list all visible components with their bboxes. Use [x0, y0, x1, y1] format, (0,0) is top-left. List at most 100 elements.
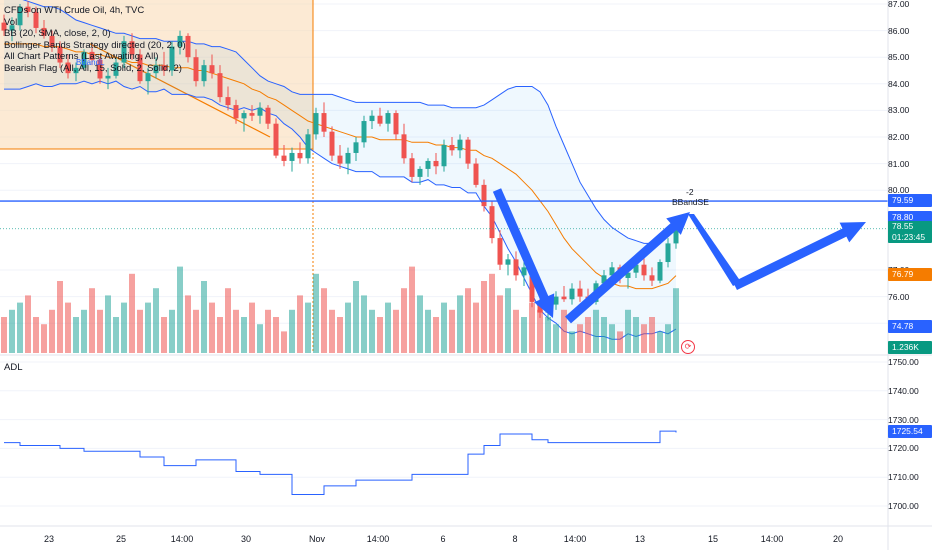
price-tick-label: 86.00 — [888, 25, 910, 36]
volume-bar — [585, 317, 591, 353]
volume-bar — [401, 288, 407, 353]
volume-bar — [289, 309, 295, 353]
candle-body — [57, 46, 63, 63]
volume-bar — [33, 317, 39, 353]
candle-body — [289, 152, 295, 161]
volume-bar — [57, 281, 63, 353]
volume-bar — [609, 324, 615, 353]
legend-chart-patterns[interactable]: All Chart Patterns (Last Awaiting, All) — [4, 51, 159, 63]
volume-bar — [537, 309, 543, 353]
mid-band-price-tag: 76.79 — [888, 268, 932, 281]
candle-body — [625, 272, 631, 278]
band-fill — [4, 0, 676, 340]
candle-body — [241, 113, 247, 119]
time-tick-label: 8 — [512, 534, 518, 544]
projection-arrow — [565, 212, 690, 324]
refresh-icon[interactable]: ⟳ — [681, 340, 695, 354]
candle-body — [169, 46, 175, 71]
volume-bar — [313, 273, 319, 353]
candle-body — [89, 51, 95, 60]
legend-bb[interactable]: BB (20, SMA, close, 2, 0) — [4, 28, 111, 40]
candle-body — [561, 296, 567, 300]
adl-pane-label[interactable]: ADL — [4, 362, 23, 373]
price-tick-label: 83.00 — [888, 105, 910, 116]
volume-bar — [265, 309, 271, 353]
volume-bar — [17, 302, 23, 353]
chart-legend: CFDs on WTI Crude Oil, 4h, TVC Vol BB (2… — [4, 5, 186, 75]
candle-body — [657, 262, 663, 281]
projection-arrow — [733, 222, 866, 291]
volume-bar — [465, 288, 471, 353]
candle-body — [665, 243, 671, 263]
candle-body — [1, 22, 7, 31]
volume-bar — [41, 324, 47, 353]
volume-bar — [521, 317, 527, 353]
candle-body — [633, 264, 639, 273]
candle-body — [537, 301, 543, 313]
candle-body — [281, 155, 287, 161]
volume-bar — [657, 331, 663, 353]
candle-body — [209, 65, 215, 74]
candle-body — [137, 54, 143, 82]
candle-body — [249, 113, 255, 116]
candle-body — [345, 152, 351, 164]
volume-bar — [321, 288, 327, 353]
volume-bar — [417, 295, 423, 353]
legend-vol[interactable]: Vol — [4, 16, 18, 28]
horizontal-price-line[interactable] — [0, 200, 888, 230]
adl-line — [4, 430, 677, 495]
volume-bar — [561, 309, 567, 353]
bbandse-label: BBandSE — [672, 197, 709, 207]
volume-bar — [625, 309, 631, 353]
candle-body — [489, 206, 495, 239]
candle-body — [353, 142, 359, 153]
candle-body — [305, 134, 311, 159]
volume-bar — [409, 266, 415, 353]
candlesticks — [1, 1, 679, 321]
lower-band-price-tag: 74.78 — [888, 320, 932, 333]
volume-bar — [529, 302, 535, 353]
bearish-flag-pattern — [0, 0, 314, 353]
bbandl-label: BBandL — [76, 58, 105, 67]
candle-body — [473, 163, 479, 185]
time-tick-label: 15 — [707, 534, 719, 544]
legend-bearish-flag[interactable]: Bearish Flag (All, All, 15, Solid, 2, So… — [4, 62, 182, 74]
symbol-title[interactable]: CFDs on WTI Crude Oil, 4h, TVC — [4, 5, 145, 16]
candle-body — [25, 6, 31, 12]
adl-tick-label: 1700.00 — [888, 501, 919, 511]
volume-bar — [297, 295, 303, 353]
candle-body — [513, 259, 519, 276]
time-tick-label: Nov — [308, 534, 326, 544]
volume-bar — [201, 281, 207, 353]
candle-body — [225, 97, 231, 106]
candle-body — [457, 139, 463, 151]
last-price-value: 78.55 — [892, 221, 914, 231]
time-tick-label: 25 — [115, 534, 127, 544]
adl-tick-label: 1750.00 — [888, 357, 919, 367]
candle-body — [577, 288, 583, 297]
price-tick-label: 76.00 — [888, 291, 910, 302]
legend-bb-strategy[interactable]: Bollinger Bands Strategy directed (20, 2… — [4, 39, 186, 51]
adl-last-value-tag: 1725.54 — [888, 425, 932, 438]
time-tick-label: 14:00 — [760, 534, 784, 544]
candle-body — [425, 160, 431, 169]
candle-body — [601, 275, 607, 284]
volume-bar — [481, 281, 487, 353]
volume-bar — [601, 317, 607, 353]
candle-body — [73, 67, 79, 74]
bbandse-count: -2 — [686, 187, 694, 197]
candle-body — [185, 35, 191, 58]
candle-body — [273, 123, 279, 156]
adl-tick-label: 1730.00 — [888, 414, 919, 425]
volume-bar — [433, 317, 439, 353]
price-tick-label: 82.00 — [888, 132, 910, 142]
candle-body — [441, 144, 447, 167]
volume-bar — [81, 309, 87, 353]
volume-bar — [449, 309, 455, 353]
volume-bar — [617, 331, 623, 353]
volume-bar — [129, 273, 135, 353]
volume-bar — [113, 317, 119, 353]
candle-body — [113, 62, 119, 76]
upper-band-price-tag: 78.80 — [888, 211, 932, 224]
